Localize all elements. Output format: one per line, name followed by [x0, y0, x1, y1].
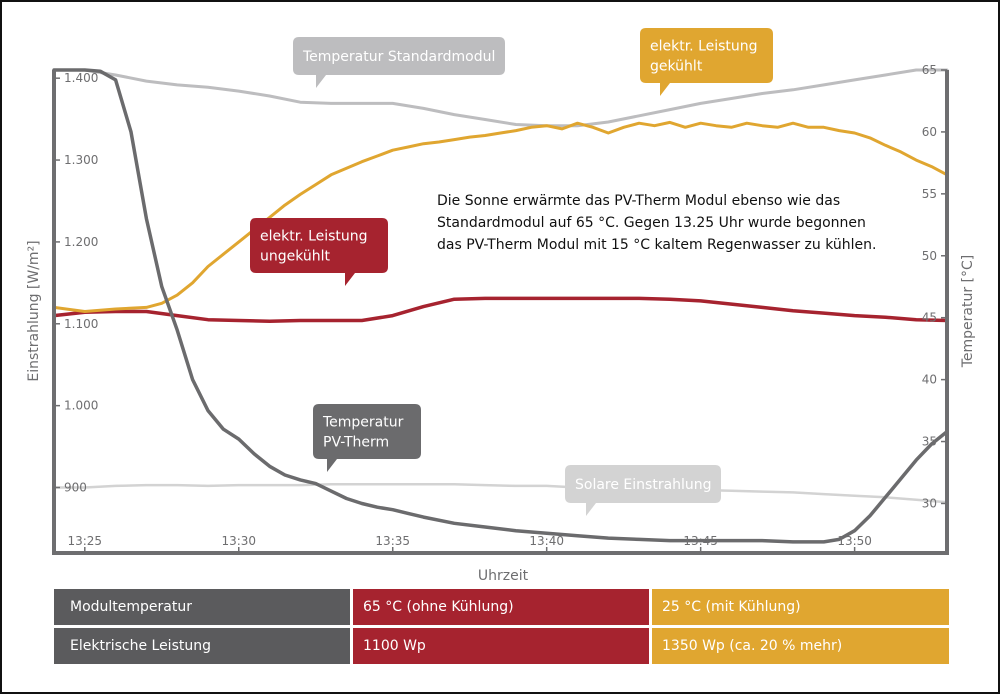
x-tick-label: 13:25 — [67, 534, 102, 548]
x-tick-label: 13:35 — [375, 534, 410, 548]
value-ungekuehlt: 1100 Wp — [353, 628, 649, 664]
y-right-tick-label: 60 — [922, 125, 937, 139]
y-right-tick-label: 65 — [922, 63, 937, 77]
y-right-tick-label: 40 — [922, 373, 937, 387]
series-label: gekühlt — [650, 59, 703, 75]
annotation-text: Die Sonne erwärmte das PV-Therm Modul eb… — [437, 193, 876, 253]
y-right-tick-label: 50 — [922, 249, 937, 263]
series-line — [52, 482, 949, 506]
callouts: Temperatur Standardmodul elektr. Leistung… — [250, 28, 773, 516]
chart-lines — [52, 68, 949, 544]
x-tick-label: 13:50 — [837, 534, 872, 548]
callout-bubble — [565, 465, 721, 516]
series-line — [52, 68, 949, 128]
table-row: Modultemperatur 65 °C (ohne Kühlung) 25 … — [54, 589, 949, 625]
series-label: Temperatur Standardmodul — [302, 49, 495, 65]
annotation-line: das PV-Therm Modul mit 15 °C kaltem Rege… — [437, 237, 876, 253]
x-tick-label: 13:45 — [683, 534, 718, 548]
chart-axes — [52, 69, 949, 555]
series-label: Temperatur — [322, 415, 404, 431]
callout-bubble — [640, 28, 773, 96]
y-right-tick-label: 55 — [922, 187, 937, 201]
series-line — [52, 296, 949, 326]
series-label: PV-Therm — [323, 435, 389, 451]
series-label: elektr. Leistung — [650, 39, 758, 55]
series-label-callout: Temperatur PV-Therm — [313, 404, 421, 472]
y-right-tick-label: 45 — [922, 311, 937, 325]
annotation-line: Standardmodul auf 65 °C. Gegen 13.25 Uhr… — [437, 215, 866, 231]
series-label-callout: elektr. Leistung gekühlt — [640, 28, 773, 96]
callout-bubble — [293, 37, 505, 88]
table-row: Elektrische Leistung 1100 Wp 1350 Wp (ca… — [54, 628, 949, 664]
y-axis-label-right: Temperatur [°C] — [960, 255, 976, 369]
y-left-tick-label: 1.400 — [64, 71, 98, 85]
row-label: Elektrische Leistung — [54, 628, 350, 664]
x-tick-label: 13:40 — [529, 534, 564, 548]
y-axis-label-left: Einstrahlung [W/m²] — [26, 240, 42, 381]
x-tick-label: 13:30 — [221, 534, 256, 548]
value-gekuehlt: 1350 Wp (ca. 20 % mehr) — [652, 628, 949, 664]
x-axis-label: Uhrzeit — [478, 568, 529, 584]
y-right-tick-label: 30 — [922, 496, 937, 510]
value-ungekuehlt: 65 °C (ohne Kühlung) — [353, 589, 649, 625]
annotation-line: Die Sonne erwärmte das PV-Therm Modul eb… — [437, 193, 840, 209]
series-label-callout: Solare Einstrahlung — [565, 465, 721, 516]
tick-labels: 900 1.000 1.100 1.200 1.300 1.400 30 35 40 45 50 55… — [64, 63, 937, 548]
y-left-tick-label: 1.100 — [64, 317, 98, 331]
row-label: Modultemperatur — [54, 589, 350, 625]
series-label: Solare Einstrahlung — [575, 477, 712, 493]
series-label-callout: elektr. Leistung ungekühlt — [250, 218, 388, 286]
callout-bubble — [250, 218, 388, 286]
y-left-tick-label: 1.200 — [64, 235, 98, 249]
series-label-callout: Temperatur Standardmodul — [293, 37, 505, 88]
series-label: elektr. Leistung — [260, 229, 368, 245]
series-line — [52, 68, 949, 544]
callout-bubble — [313, 404, 421, 472]
value-gekuehlt: 25 °C (mit Kühlung) — [652, 589, 949, 625]
y-left-tick-label: 1.300 — [64, 153, 98, 167]
chart: 900 1.000 1.100 1.200 1.300 1.400 30 35 40 45 50 55… — [26, 28, 976, 584]
y-right-tick-label: 35 — [922, 435, 937, 449]
y-left-tick-label: 900 — [64, 481, 87, 495]
series-label: ungekühlt — [260, 249, 331, 265]
y-left-tick-label: 1.000 — [64, 399, 98, 413]
